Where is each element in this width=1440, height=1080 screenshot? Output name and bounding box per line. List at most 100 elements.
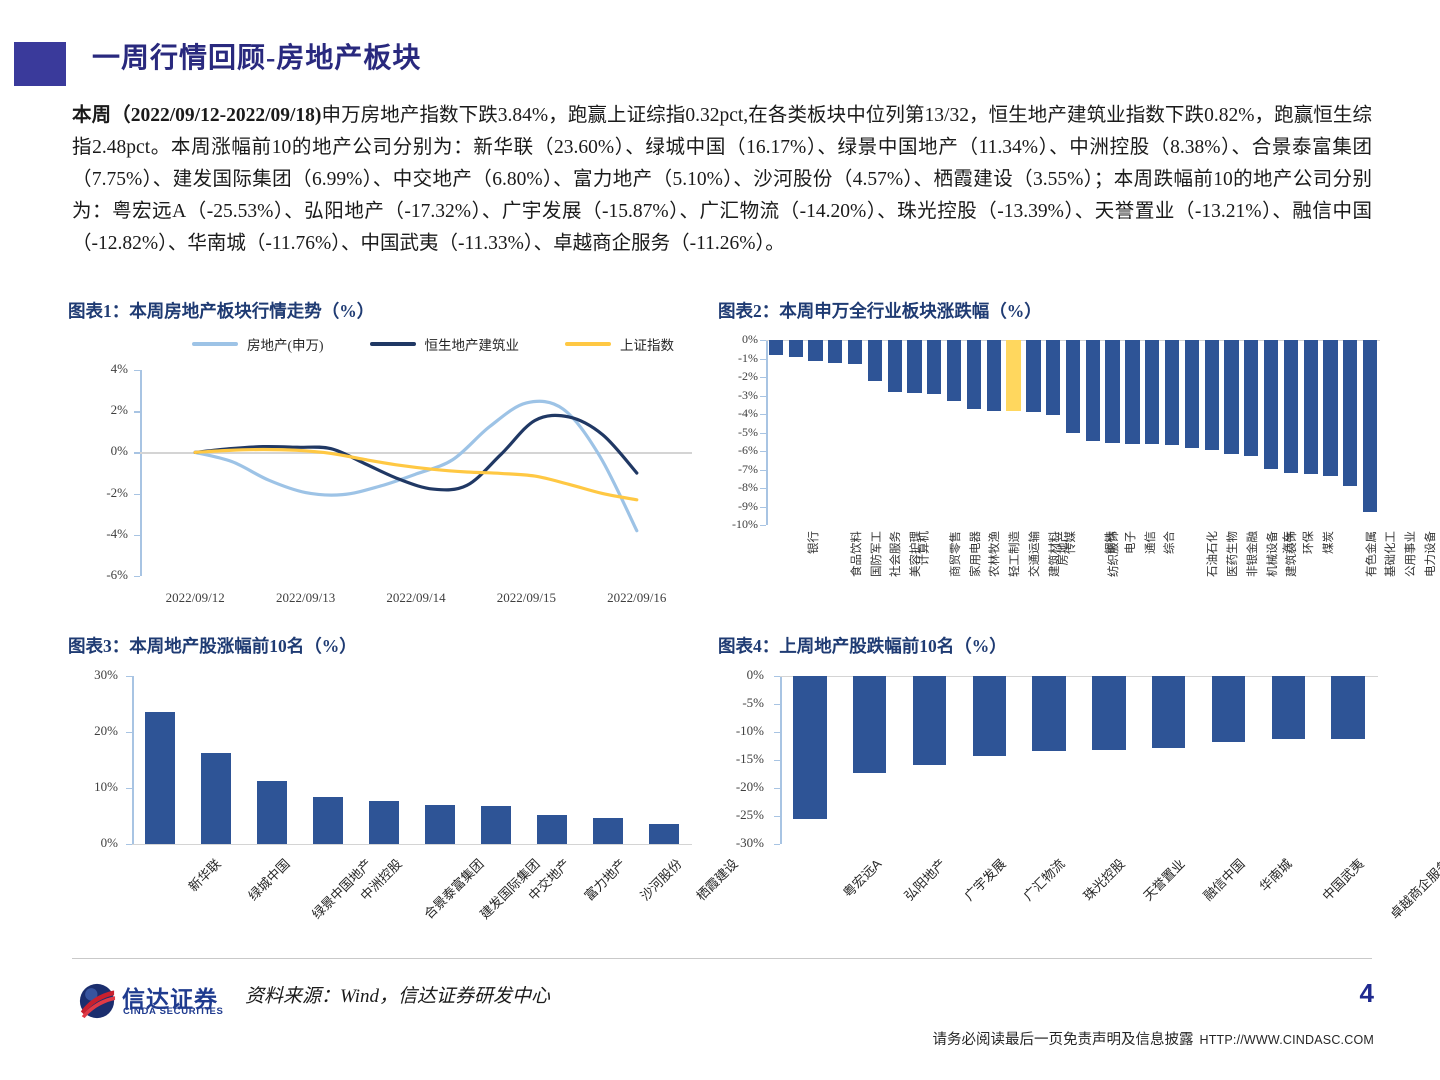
y-axis-tick (774, 704, 780, 706)
chart4-bar (852, 676, 887, 773)
chart3-bar-plot: 30% 20% 10% 0% 新华联 绿城中国 绿景中国地产 中洲控股 合景泰富集团 建发国际集团… (72, 664, 741, 944)
chart2-x-tick-label: 机械设备 (1266, 531, 1279, 577)
chart1-y-tick-label: -2% (106, 484, 128, 500)
chart2-bar (828, 340, 843, 364)
chart2-title: 图表2：本周申万全行业板块涨跌幅（%） (718, 298, 1042, 323)
footer-disclaimer: 请务必阅读最后一页免责声明及信息披露 HTTP://WWW.CINDASC.COM (932, 1028, 1374, 1049)
chart2-y-tick-label: -2% (738, 369, 758, 383)
chart1-legend: 房地产(申万) 恒生地产建筑业 上证指数 (192, 334, 674, 354)
y-axis-tick (134, 452, 140, 454)
chart2-x-tick-label: 石油石化 (1207, 531, 1220, 577)
chart2-x-tick-label: 钢铁 (1105, 531, 1117, 554)
chart2-y-tick-label: -7% (738, 461, 758, 476)
chart2-x-tick-label: 商贸零售 (949, 531, 962, 577)
chart3-bar (313, 797, 343, 844)
chart1-plot-area: 4% 2% 0% -2% -4% -6% 2022/09/12 2022/09/13 2022/… (72, 361, 702, 618)
chart3-bar (593, 818, 623, 844)
y-axis-tick (774, 844, 780, 846)
chart4-x-tick-label: 广汇物流 (1020, 856, 1069, 904)
chart1-legend-item-1: 恒生地产建筑业 (369, 334, 519, 354)
chart2-x-tick-label: 电力设备 (1425, 531, 1438, 577)
chart2-bar (1026, 340, 1041, 412)
chart1-legend-item-0: 房地产(申万) (192, 334, 324, 354)
chart4-x-tick-label: 粤宏远A (839, 856, 885, 901)
chart2-bar (907, 340, 922, 394)
chart4-x-tick-label: 融信中国 (1200, 856, 1248, 904)
y-axis-tick (760, 395, 766, 397)
chart2-y-tick-label: -3% (738, 387, 758, 402)
legend-label: 房地产(申万) (247, 338, 324, 353)
chart4-bar (1331, 676, 1365, 740)
chart3-bar (369, 800, 399, 844)
company-logo: 信达证券 CINDA SECURITIES (78, 978, 238, 1024)
page-number: 4 (1359, 978, 1374, 1008)
y-axis-tick (134, 534, 140, 537)
chart2-x-tick-label: 非银金融 (1246, 531, 1259, 577)
chart4-y-axis (780, 676, 782, 844)
chart3-x-tick-label: 绿城中国 (245, 856, 293, 904)
chart2-bar (927, 340, 942, 395)
chart4-bar-plot: 0% -5% -10% -15% -20% -25% -30% 粤宏远A 弘阳地产 广宇发展 广汇物… (718, 664, 1440, 944)
chart2-bar (986, 340, 1001, 411)
chart2-bar (1006, 340, 1021, 412)
chart2-bar (887, 340, 902, 392)
chart4-y-tick-label: -25% (735, 807, 764, 822)
y-axis-tick (134, 493, 140, 495)
chart2-bar (1204, 340, 1219, 450)
chart4-x-tick-label: 卓越商企服务 (1387, 856, 1440, 922)
header-accent-square (14, 42, 66, 86)
chart2-bar (1046, 340, 1061, 415)
y-axis-tick (774, 788, 780, 790)
chart3-bar (649, 824, 679, 844)
y-axis-tick (126, 732, 132, 734)
chart1-y-axis (140, 370, 142, 576)
chart2-x-tick-label: 计算机 (918, 531, 931, 566)
chart3-x-tick-label: 沙河股份 (637, 856, 685, 904)
chart1-label: 图表1： (68, 301, 130, 321)
chart4-title: 图表4：上周地产股跌幅前10名（%） (718, 633, 1007, 658)
chart2-bar (1263, 340, 1279, 469)
page-title: 一周行情回顾-房地产板块 (92, 43, 422, 74)
chart2-x-tick-label: 通信 (1144, 531, 1157, 554)
chart3-zero-line (132, 844, 692, 846)
chart4-bar (1151, 676, 1186, 748)
chart2-bar (1065, 340, 1081, 433)
y-axis-tick (760, 451, 766, 453)
chart2-bar (848, 340, 863, 365)
chart2-x-tick-label: 综合 (1164, 531, 1177, 554)
chart2-x-tick-label: 交通运输 (1028, 531, 1041, 577)
chart4-bar (912, 676, 947, 765)
chart4-title-text: 上周地产股跌幅前10名（%） (779, 636, 1007, 656)
chart2-y-tick-label: -9% (738, 498, 758, 513)
chart2-bar (867, 340, 883, 381)
chart4-y-tick-label: -15% (735, 751, 764, 766)
chart4-zero-line (780, 676, 1378, 678)
y-axis-tick (760, 414, 766, 416)
chart1-title-text: 本周房地产板块行情走势（%） (129, 301, 375, 321)
chart2-x-tick-label: 公用事业 (1405, 531, 1418, 577)
chart1-series-line-1 (193, 413, 639, 492)
chart4-bar (793, 676, 827, 819)
y-axis-tick (760, 358, 766, 360)
page-header: 一周行情回顾-房地产板块 (0, 38, 1440, 90)
y-axis-tick (760, 488, 766, 490)
chart2-bar (1283, 340, 1298, 474)
chart2-x-tick-label: 家用电器 (969, 531, 982, 577)
chart1-x-tick-label: 2022/09/16 (607, 590, 667, 605)
y-axis-tick (134, 411, 140, 413)
chart2-y-tick-label: -6% (738, 443, 758, 457)
chart3-label: 图表3： (68, 636, 130, 656)
chart1-line-plot: 房地产(申万) 恒生地产建筑业 上证指数 4% 2% 0% -2% -4% -6% 2022/0… (72, 328, 702, 618)
chart2-x-tick-label: 电子 (1124, 531, 1137, 554)
chart2-x-tick-label: 传媒 (1065, 531, 1078, 554)
y-axis-tick (760, 469, 766, 471)
chart1-y-tick-label: 2% (110, 402, 128, 418)
company-url: HTTP://WWW.CINDASC.COM (1199, 1033, 1374, 1047)
chart3-y-tick-label: 0% (100, 835, 118, 850)
chart4-x-tick-label: 华南城 (1256, 856, 1295, 895)
chart2-x-tick-label: 基础化工 (1385, 531, 1398, 577)
chart2-y-tick-label: -1% (738, 350, 758, 365)
chart2-bar (1362, 340, 1378, 513)
chart2-bar (947, 340, 962, 402)
